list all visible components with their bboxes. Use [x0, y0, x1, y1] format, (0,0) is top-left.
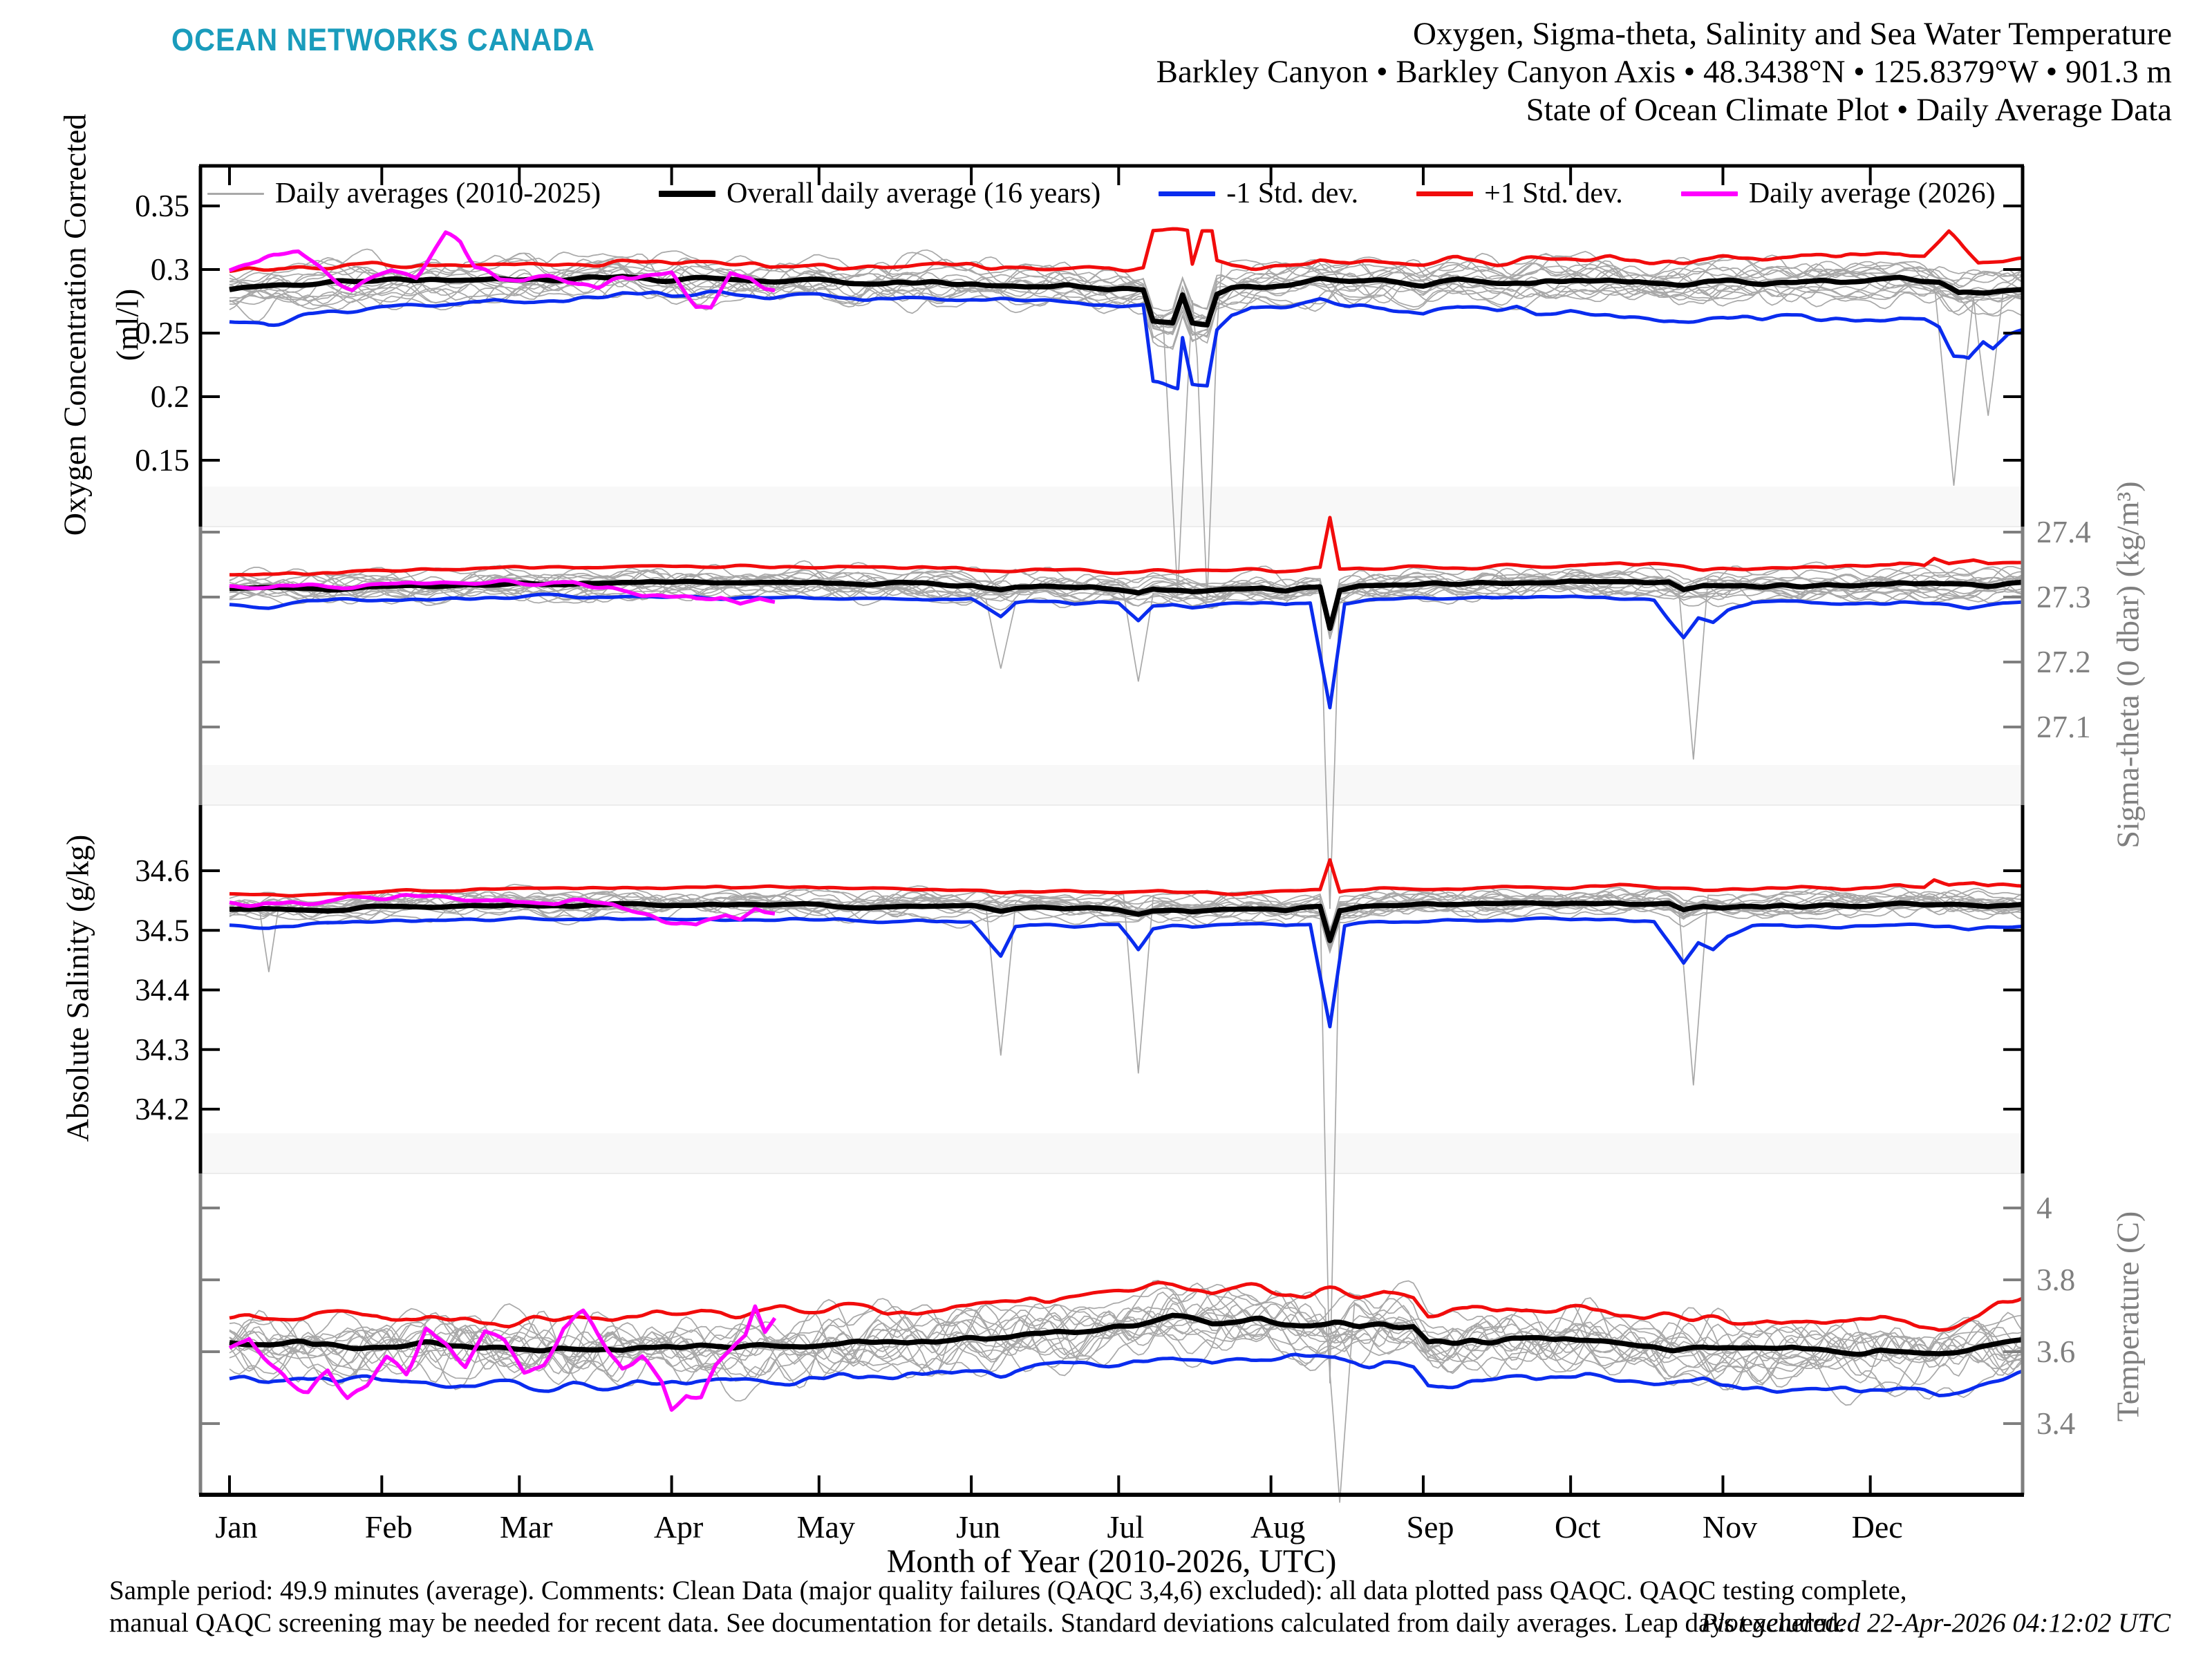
band-separator-shade: [200, 765, 2023, 805]
oxygen-axis-unit: (ml/l): [109, 288, 145, 361]
month-label-Jul: Jul: [1107, 1509, 1144, 1545]
series-sigma-grayyear-13: [229, 578, 2023, 633]
x-axis-label: Month of Year (2010-2026, UTC): [886, 1543, 1337, 1580]
blue-line-swatch: [1159, 191, 1216, 196]
series-temperature-grayyear-12: [229, 1287, 2023, 1370]
legend-item-daily-averages: Daily averages (2010-2025): [207, 177, 601, 210]
legend: Daily averages (2010-2025) Overall daily…: [207, 177, 2054, 210]
sigma-tick-label: 27.3: [2036, 580, 2091, 614]
series-sigma-plus1std: [229, 516, 2023, 577]
legend-label: Daily average (2026): [1748, 178, 1996, 209]
footer-line1: Sample period: 49.9 minutes (average). C…: [109, 1576, 1907, 1605]
series-sigma-minus1std: [229, 592, 2023, 710]
legend-item-minus-std: -1 Std. dev.: [1159, 177, 1358, 210]
legend-item-overall-average: Overall daily average (16 years): [659, 177, 1100, 210]
legend-label: +1 Std. dev.: [1484, 178, 1623, 209]
series-salinity-plus1std: [229, 858, 2023, 898]
month-label-Dec: Dec: [1852, 1509, 1903, 1545]
series-oxygen-y2026: [228, 230, 776, 310]
plot-title: Oxygen, Sigma-theta, Salinity and Sea Wa…: [1156, 15, 2172, 129]
series-oxygen-minus1std: [229, 290, 2023, 390]
series-temperature-grayyear-10: [229, 1280, 2023, 1373]
series-salinity-grayyear-15: [229, 886, 2023, 945]
month-label-Feb: Feb: [365, 1509, 413, 1545]
red-line-swatch: [1416, 191, 1474, 196]
band-separator-shade: [200, 1133, 2023, 1173]
series-salinity-grayyear-8: [229, 883, 2023, 934]
series-temperature-y2026: [228, 1304, 777, 1412]
temperature-tick-label: 3.4: [2036, 1406, 2075, 1441]
month-label-Mar: Mar: [500, 1509, 553, 1545]
salinity-tick-label: 34.3: [135, 1032, 189, 1067]
legend-item-plus-std: +1 Std. dev.: [1416, 177, 1623, 210]
series-temperature-grayyear-8: [229, 1283, 2023, 1373]
salinity-tick-label: 34.4: [135, 973, 189, 1008]
plot-title-line2: Barkley Canyon • Barkley Canyon Axis • 4…: [1156, 54, 2172, 90]
temperature-tick-label: 4: [2036, 1191, 2052, 1225]
series-oxygen-grayyear-9: [229, 264, 2023, 486]
series-oxygen-grayyear-15: [229, 252, 2023, 328]
legend-item-2026: Daily average (2026): [1680, 177, 1996, 210]
onc-logo: OCEAN NETWORKS CANADA: [171, 22, 595, 57]
temperature-axis-label: Temperature (C): [2110, 1211, 2146, 1422]
series-sigma-y2026: [229, 578, 776, 606]
salinity-tick-label: 34.5: [135, 913, 189, 947]
sigma-tick-label: 27.1: [2036, 710, 2091, 744]
month-label-Aug: Aug: [1250, 1509, 1305, 1545]
temperature-tick-label: 3.6: [2036, 1334, 2075, 1369]
legend-label: -1 Std. dev.: [1226, 178, 1359, 209]
series-temperature-grayyear-14: [229, 1304, 2023, 1386]
salinity-axis-label: Absolute Salinity (g/kg): [59, 834, 95, 1142]
series-temperature-mean: [229, 1312, 2023, 1357]
series-oxygen-grayyear-8: [229, 249, 2023, 318]
series-sigma-grayyear-3: [229, 564, 2023, 909]
sigma-tick-label: 27.2: [2036, 645, 2091, 679]
oxygen-tick-label: 0.3: [151, 252, 189, 287]
month-label-Jun: Jun: [956, 1509, 1000, 1545]
oxygen-tick-label: 0.15: [135, 443, 189, 478]
series-salinity-y2026: [229, 893, 776, 927]
oxygen-axis-label: Oxygen Concentration Corrected: [57, 113, 93, 536]
legend-label: Overall daily average (16 years): [727, 178, 1101, 209]
series-temperature-minus1std: [229, 1352, 2023, 1397]
plot-title-line3: State of Ocean Climate Plot • Daily Aver…: [1526, 92, 2172, 128]
series-salinity-minus1std: [229, 916, 2023, 1029]
oxygen-tick-label: 0.35: [135, 189, 189, 223]
month-label-Sep: Sep: [1406, 1509, 1454, 1545]
series-oxygen-plus1std: [229, 227, 2023, 274]
sigma-theta-axis-label: Sigma-theta (0 dbar) (kg/m³): [2110, 481, 2146, 849]
temperature-tick-label: 3.8: [2036, 1263, 2075, 1297]
series-temperature-grayyear-15: [229, 1307, 2023, 1390]
salinity-tick-label: 34.6: [135, 853, 189, 888]
legend-label: Daily averages (2010-2025): [275, 178, 601, 209]
oxygen-tick-label: 0.2: [151, 379, 189, 414]
gray-line-swatch: [207, 192, 264, 195]
plot-generated-timestamp: Plot generated 22-Apr-2026 04:12:02 UTC: [1700, 1608, 2171, 1638]
salinity-tick-label: 34.2: [135, 1092, 189, 1126]
plot-title-line1: Oxygen, Sigma-theta, Salinity and Sea Wa…: [1413, 16, 2172, 52]
series-oxygen-grayyear-12: [229, 271, 2023, 341]
footer-comments: Sample period: 49.9 minutes (average). C…: [109, 1574, 1906, 1639]
series-salinity-mean: [229, 900, 2023, 943]
band-separator-shade: [200, 487, 2023, 527]
month-label-Nov: Nov: [1703, 1509, 1757, 1545]
black-line-swatch: [659, 190, 716, 197]
series-oxygen-grayyear-14: [229, 260, 2023, 327]
series-sigma-grayyear-14: [229, 562, 2023, 621]
month-label-May: May: [797, 1509, 855, 1545]
month-label-Oct: Oct: [1555, 1509, 1601, 1545]
footer-line2: manual QAQC screening may be needed for …: [109, 1608, 1846, 1638]
magenta-line-swatch: [1680, 191, 1738, 196]
sigma-tick-label: 27.4: [2036, 515, 2091, 549]
series-sigma-grayyear-11: [229, 573, 2023, 760]
month-label-Apr: Apr: [654, 1509, 704, 1545]
month-label-Jan: Jan: [215, 1509, 257, 1545]
series-oxygen-grayyear-3: [229, 251, 2023, 601]
series-temperature-grayyear-9: [229, 1282, 2023, 1387]
oxygen-tick-label: 0.25: [135, 316, 189, 350]
series-temperature-plus1std: [229, 1281, 2023, 1332]
